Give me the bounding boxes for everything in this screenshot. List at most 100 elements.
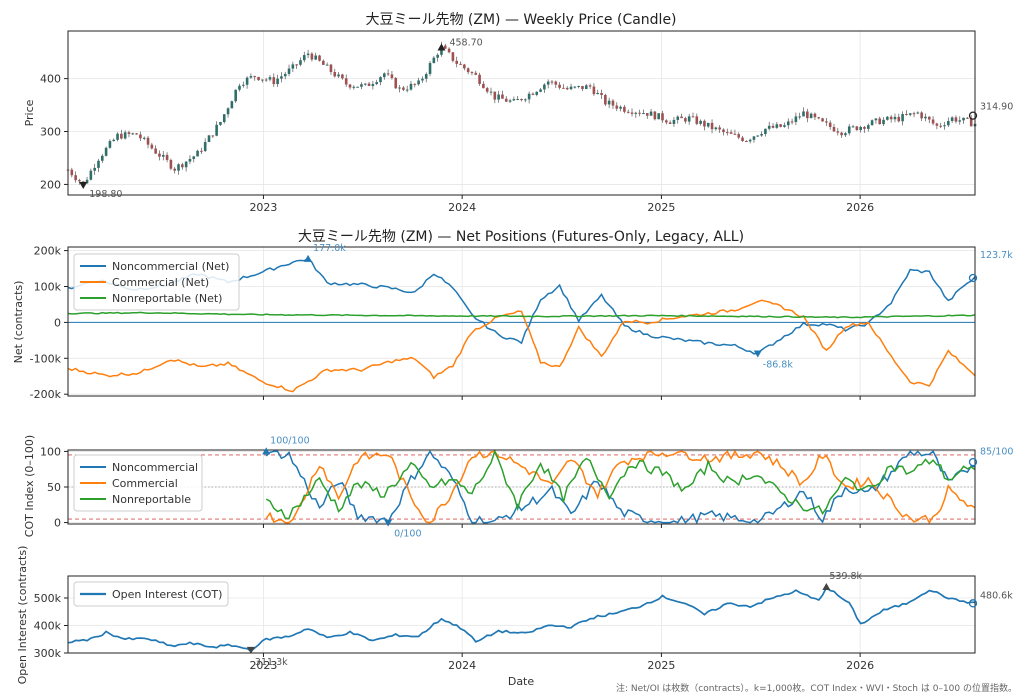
candle-body — [512, 99, 516, 101]
x-tick-label: 2024 — [448, 659, 476, 672]
candle-body — [363, 83, 367, 85]
candle-body — [851, 126, 855, 128]
candle-body — [569, 86, 573, 90]
y-tick-label: 500k — [34, 592, 62, 605]
x-tick-label: 2025 — [647, 201, 675, 214]
min-label: 0/100 — [394, 529, 421, 540]
last-marker — [968, 273, 978, 283]
candle-body — [123, 132, 127, 139]
candle-body — [474, 72, 478, 75]
legend-label: Nonreportable — [112, 493, 191, 506]
candle-body — [950, 117, 954, 121]
candle-body — [196, 150, 199, 157]
candle-body — [238, 85, 241, 90]
candle-body — [520, 98, 523, 101]
candle-body — [684, 118, 687, 122]
candle-body — [714, 127, 718, 130]
max-marker — [262, 447, 271, 455]
candle-body — [184, 161, 188, 168]
candle-body — [230, 101, 234, 109]
candle-body — [908, 113, 912, 115]
candle-body — [565, 87, 569, 90]
candle-body — [695, 116, 699, 124]
min-label: -86.8k — [763, 360, 794, 371]
cot-legend: Noncommercial Commercial Nonreportable — [73, 454, 203, 512]
price-chart-title: 大豆ミール先物 (ZM) — Weekly Price (Candle) — [365, 12, 676, 28]
net-axes-frame — [67, 246, 976, 397]
candle-body — [459, 63, 462, 65]
min-marker — [246, 646, 255, 654]
candle-body — [120, 133, 123, 139]
candle-body — [478, 74, 481, 84]
y-tick-label: 200 — [40, 178, 61, 191]
candle-body — [234, 89, 237, 102]
candle-body — [886, 116, 889, 120]
candle-body — [443, 45, 447, 49]
candle-body — [181, 164, 184, 168]
candle-body — [802, 111, 805, 117]
candle-body — [813, 113, 817, 118]
candle-body — [661, 113, 664, 121]
candle-body — [527, 93, 531, 100]
series-line — [265, 449, 976, 525]
candle-body — [432, 57, 436, 64]
candle-body — [878, 118, 882, 125]
candle-body — [699, 120, 702, 124]
last-label: 123.7k — [980, 250, 1013, 261]
candle-body — [463, 64, 466, 69]
candle-body — [428, 63, 432, 74]
candle-body — [722, 129, 725, 133]
candle-body — [85, 179, 89, 184]
candle-body — [508, 100, 512, 102]
candle-body — [291, 64, 295, 69]
candle-body — [74, 175, 77, 181]
candle-body — [161, 154, 165, 157]
candle-body — [89, 170, 93, 180]
candle-body — [844, 133, 847, 136]
candle-body — [146, 137, 150, 145]
legend-box — [73, 581, 229, 607]
price-panel: 大豆ミール先物 (ZM) — Weekly Price (Candle) 200… — [23, 12, 1013, 214]
candle-body — [691, 116, 695, 118]
candle-body — [687, 116, 691, 122]
candle-body — [524, 99, 527, 101]
last-label: 314.90 — [980, 102, 1013, 113]
candle-body — [619, 106, 622, 109]
candle-body — [764, 128, 767, 134]
candle-body — [649, 111, 653, 116]
candle-body — [543, 84, 546, 90]
candle-body — [596, 92, 600, 95]
candle-body — [222, 114, 226, 123]
y-tick-label: 400k — [34, 620, 62, 633]
candle-body — [718, 127, 721, 130]
candle-body — [584, 85, 588, 90]
candle-body — [360, 84, 363, 87]
max-marker — [437, 43, 446, 51]
candle-body — [154, 148, 157, 154]
candle-body — [226, 108, 230, 115]
candle-body — [417, 80, 420, 85]
candle-body — [310, 53, 314, 60]
candle-body — [394, 77, 398, 89]
candle-body — [623, 106, 626, 112]
candle-body — [665, 120, 668, 123]
last-marker — [968, 599, 978, 608]
candle-body — [573, 86, 577, 88]
y-tick-label: 200k — [34, 245, 62, 258]
candle-body — [771, 125, 775, 128]
candle-body — [798, 116, 801, 118]
last-marker — [968, 457, 978, 467]
candle-body — [257, 77, 260, 81]
candle-body — [733, 133, 737, 135]
candle-body — [969, 118, 973, 127]
candle-body — [127, 132, 131, 135]
candle-body — [668, 122, 672, 124]
candle-body — [966, 117, 969, 119]
candle-body — [413, 83, 417, 85]
candle-body — [794, 116, 798, 123]
min-marker — [79, 182, 88, 190]
last-marker — [968, 111, 978, 120]
candle-body — [588, 85, 592, 87]
candle-body — [905, 114, 908, 116]
